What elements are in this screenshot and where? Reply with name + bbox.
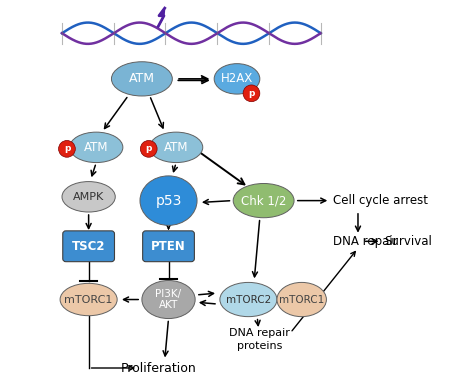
Text: DNA repair: DNA repair: [333, 235, 398, 248]
Text: ATM: ATM: [84, 141, 109, 154]
Ellipse shape: [70, 132, 123, 163]
Text: Cell cycle arrest: Cell cycle arrest: [333, 194, 428, 207]
Text: AMPK: AMPK: [73, 192, 104, 202]
Text: Proliferation: Proliferation: [121, 362, 197, 374]
Ellipse shape: [62, 181, 115, 212]
Text: H2AX: H2AX: [221, 72, 253, 85]
Text: ATM: ATM: [129, 72, 155, 85]
Text: p53: p53: [155, 194, 182, 208]
Ellipse shape: [140, 176, 197, 225]
Ellipse shape: [142, 281, 195, 318]
Ellipse shape: [220, 283, 277, 317]
Ellipse shape: [149, 132, 203, 163]
Text: DNA repair
proteins: DNA repair proteins: [229, 328, 290, 351]
Text: mTORC1: mTORC1: [279, 295, 324, 305]
Circle shape: [243, 85, 260, 102]
Text: ATM: ATM: [164, 141, 188, 154]
Ellipse shape: [233, 183, 294, 218]
Text: mTORC1: mTORC1: [64, 295, 113, 305]
Text: mTORC2: mTORC2: [226, 295, 271, 305]
Text: p: p: [248, 89, 255, 98]
FancyBboxPatch shape: [143, 231, 194, 262]
Ellipse shape: [214, 64, 260, 94]
Ellipse shape: [60, 283, 117, 316]
FancyBboxPatch shape: [63, 231, 115, 262]
Text: PI3K/
AKT: PI3K/ AKT: [155, 289, 182, 310]
Text: TSC2: TSC2: [72, 240, 105, 253]
Ellipse shape: [277, 283, 327, 317]
Polygon shape: [158, 8, 165, 26]
Circle shape: [140, 141, 157, 157]
Ellipse shape: [111, 62, 173, 96]
Text: Survival: Survival: [384, 235, 432, 248]
Text: Chk 1/2: Chk 1/2: [241, 194, 286, 207]
Circle shape: [59, 141, 75, 157]
Text: p: p: [64, 144, 70, 153]
Text: p: p: [146, 144, 152, 153]
Text: PTEN: PTEN: [151, 240, 186, 253]
